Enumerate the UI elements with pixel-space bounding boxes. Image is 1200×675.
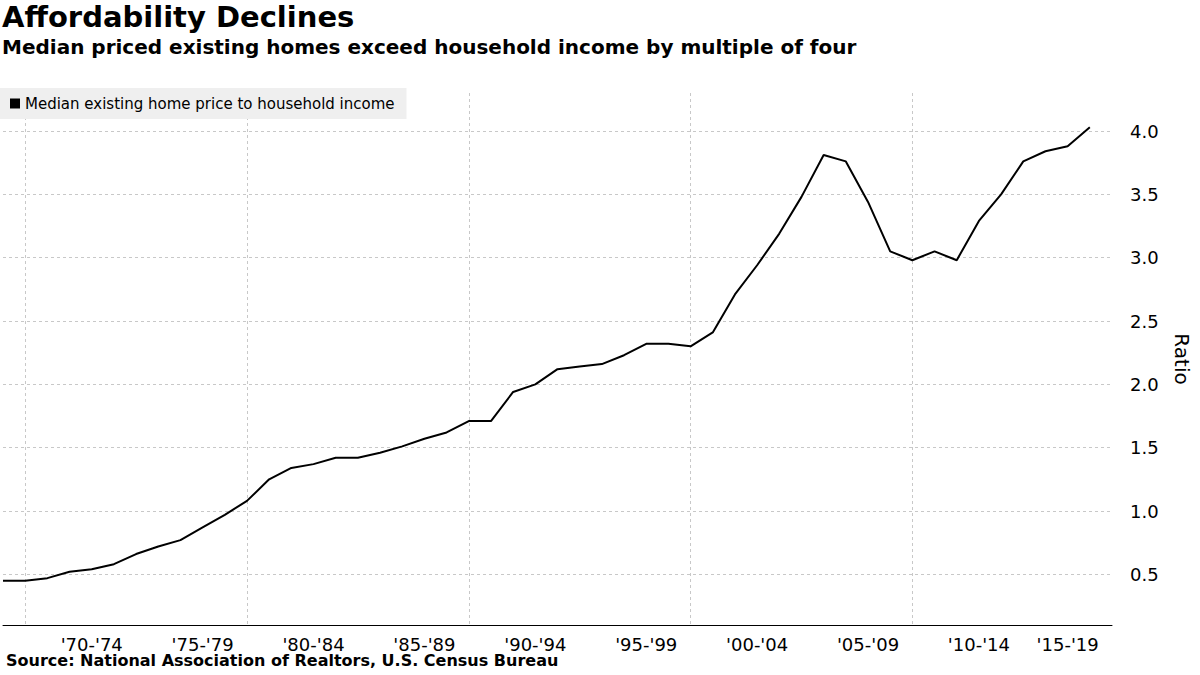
svg-text:'85-'89: '85-'89 bbox=[393, 634, 455, 655]
svg-text:'00-'04: '00-'04 bbox=[726, 634, 788, 655]
svg-text:'70-'74: '70-'74 bbox=[61, 634, 123, 655]
svg-text:'75-'79: '75-'79 bbox=[172, 634, 234, 655]
svg-text:'15-'19: '15-'19 bbox=[1037, 634, 1099, 655]
svg-text:1.5: 1.5 bbox=[1130, 437, 1159, 458]
svg-text:2.5: 2.5 bbox=[1130, 311, 1159, 332]
svg-text:'90-'94: '90-'94 bbox=[504, 634, 566, 655]
svg-text:3.5: 3.5 bbox=[1130, 184, 1159, 205]
svg-text:4.0: 4.0 bbox=[1130, 121, 1159, 142]
svg-text:'10-'14: '10-'14 bbox=[948, 634, 1010, 655]
svg-text:Median priced existing homes e: Median priced existing homes exceed hous… bbox=[2, 35, 857, 59]
svg-text:Affordability Declines: Affordability Declines bbox=[2, 0, 354, 34]
svg-text:'80-'84: '80-'84 bbox=[282, 634, 344, 655]
svg-text:2.0: 2.0 bbox=[1130, 374, 1159, 395]
svg-text:'95-'99: '95-'99 bbox=[615, 634, 677, 655]
svg-text:3.0: 3.0 bbox=[1130, 247, 1159, 268]
svg-text:Source: National Association o: Source: National Association of Realtors… bbox=[6, 650, 559, 670]
svg-text:Ratio: Ratio bbox=[1170, 333, 1194, 384]
svg-text:1.0: 1.0 bbox=[1130, 501, 1159, 522]
svg-text:0.5: 0.5 bbox=[1130, 564, 1159, 585]
svg-text:'05-'09: '05-'09 bbox=[837, 634, 899, 655]
svg-text:Median existing home price to: Median existing home price to household … bbox=[25, 95, 395, 113]
